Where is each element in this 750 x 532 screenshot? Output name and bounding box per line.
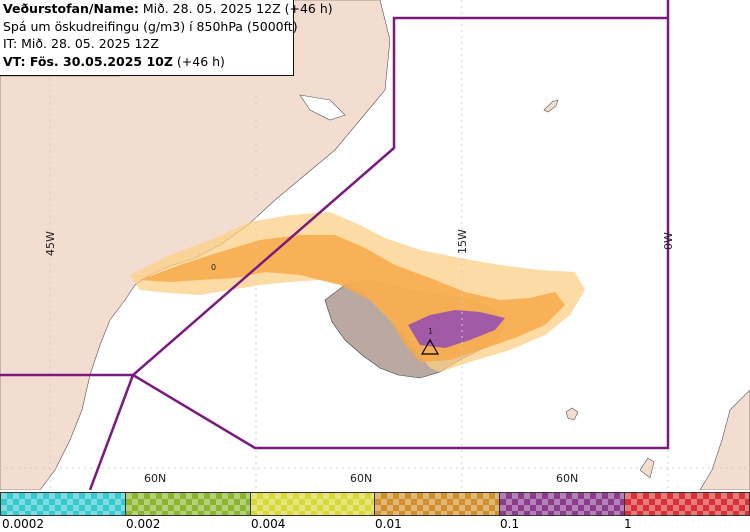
- map-canvas: 0 1: [0, 0, 750, 490]
- scandinavia-land: [699, 389, 750, 490]
- legend-bar: [0, 492, 750, 516]
- info-line-4: VT: Fös. 30.05.2025 10Z (+46 h): [3, 53, 225, 69]
- legend-seg-1: [125, 493, 251, 515]
- legend-tick-4: 0.1: [500, 517, 520, 531]
- faroe-islands: [565, 407, 579, 421]
- fir-boundary-west: [0, 373, 135, 490]
- lat-label-60n-center: 60N: [350, 472, 373, 485]
- legend-seg-0: [1, 493, 126, 515]
- map[interactable]: 0 1 45W 15W 0W 60N 60N 60N Veðurstofan/N…: [0, 0, 750, 490]
- info-line-2: Spá um öskudreifingu (g/m3) í 850hPa (50…: [3, 18, 298, 34]
- info-line-1: Veðurstofan/Name: Mið. 28. 05. 2025 12Z …: [3, 1, 333, 16]
- contour-label-1: 1: [428, 327, 433, 336]
- legend-tick-3: 0.01: [375, 517, 402, 531]
- lon-label-45w: 45W: [44, 231, 57, 256]
- lon-label-15w: 15W: [456, 229, 469, 254]
- fir-boundary: [130, 0, 670, 450]
- forecast-info-box: Veðurstofan/Name: Mið. 28. 05. 2025 12Z …: [0, 0, 333, 76]
- lat-label-60n-west: 60N: [144, 472, 167, 485]
- lat-label-60n-east: 60N: [556, 472, 579, 485]
- info-line-3: IT: Mið. 28. 05. 2025 12Z: [3, 36, 159, 51]
- shetland-islands: [639, 457, 655, 479]
- legend-tick-5: 1: [624, 517, 632, 531]
- legend-seg-4: [500, 493, 626, 515]
- jan-mayen-island: [543, 99, 559, 113]
- legend-seg-2: [250, 493, 376, 515]
- legend-seg-5: [625, 493, 749, 515]
- volcano-marker-icon: [420, 338, 440, 355]
- legend-tick-0: 0.0002: [2, 517, 44, 531]
- legend-tick-2: 0.004: [251, 517, 286, 531]
- lon-label-0w: 0W: [662, 232, 675, 250]
- legend-tick-1: 0.002: [126, 517, 161, 531]
- greenland-fjord: [299, 94, 346, 121]
- color-legend: 0.0002 0.002 0.004 0.01 0.1 1: [0, 490, 750, 532]
- ash-plume-purple: [408, 310, 505, 348]
- legend-seg-3: [375, 493, 501, 515]
- contour-label-0: 0: [211, 263, 216, 272]
